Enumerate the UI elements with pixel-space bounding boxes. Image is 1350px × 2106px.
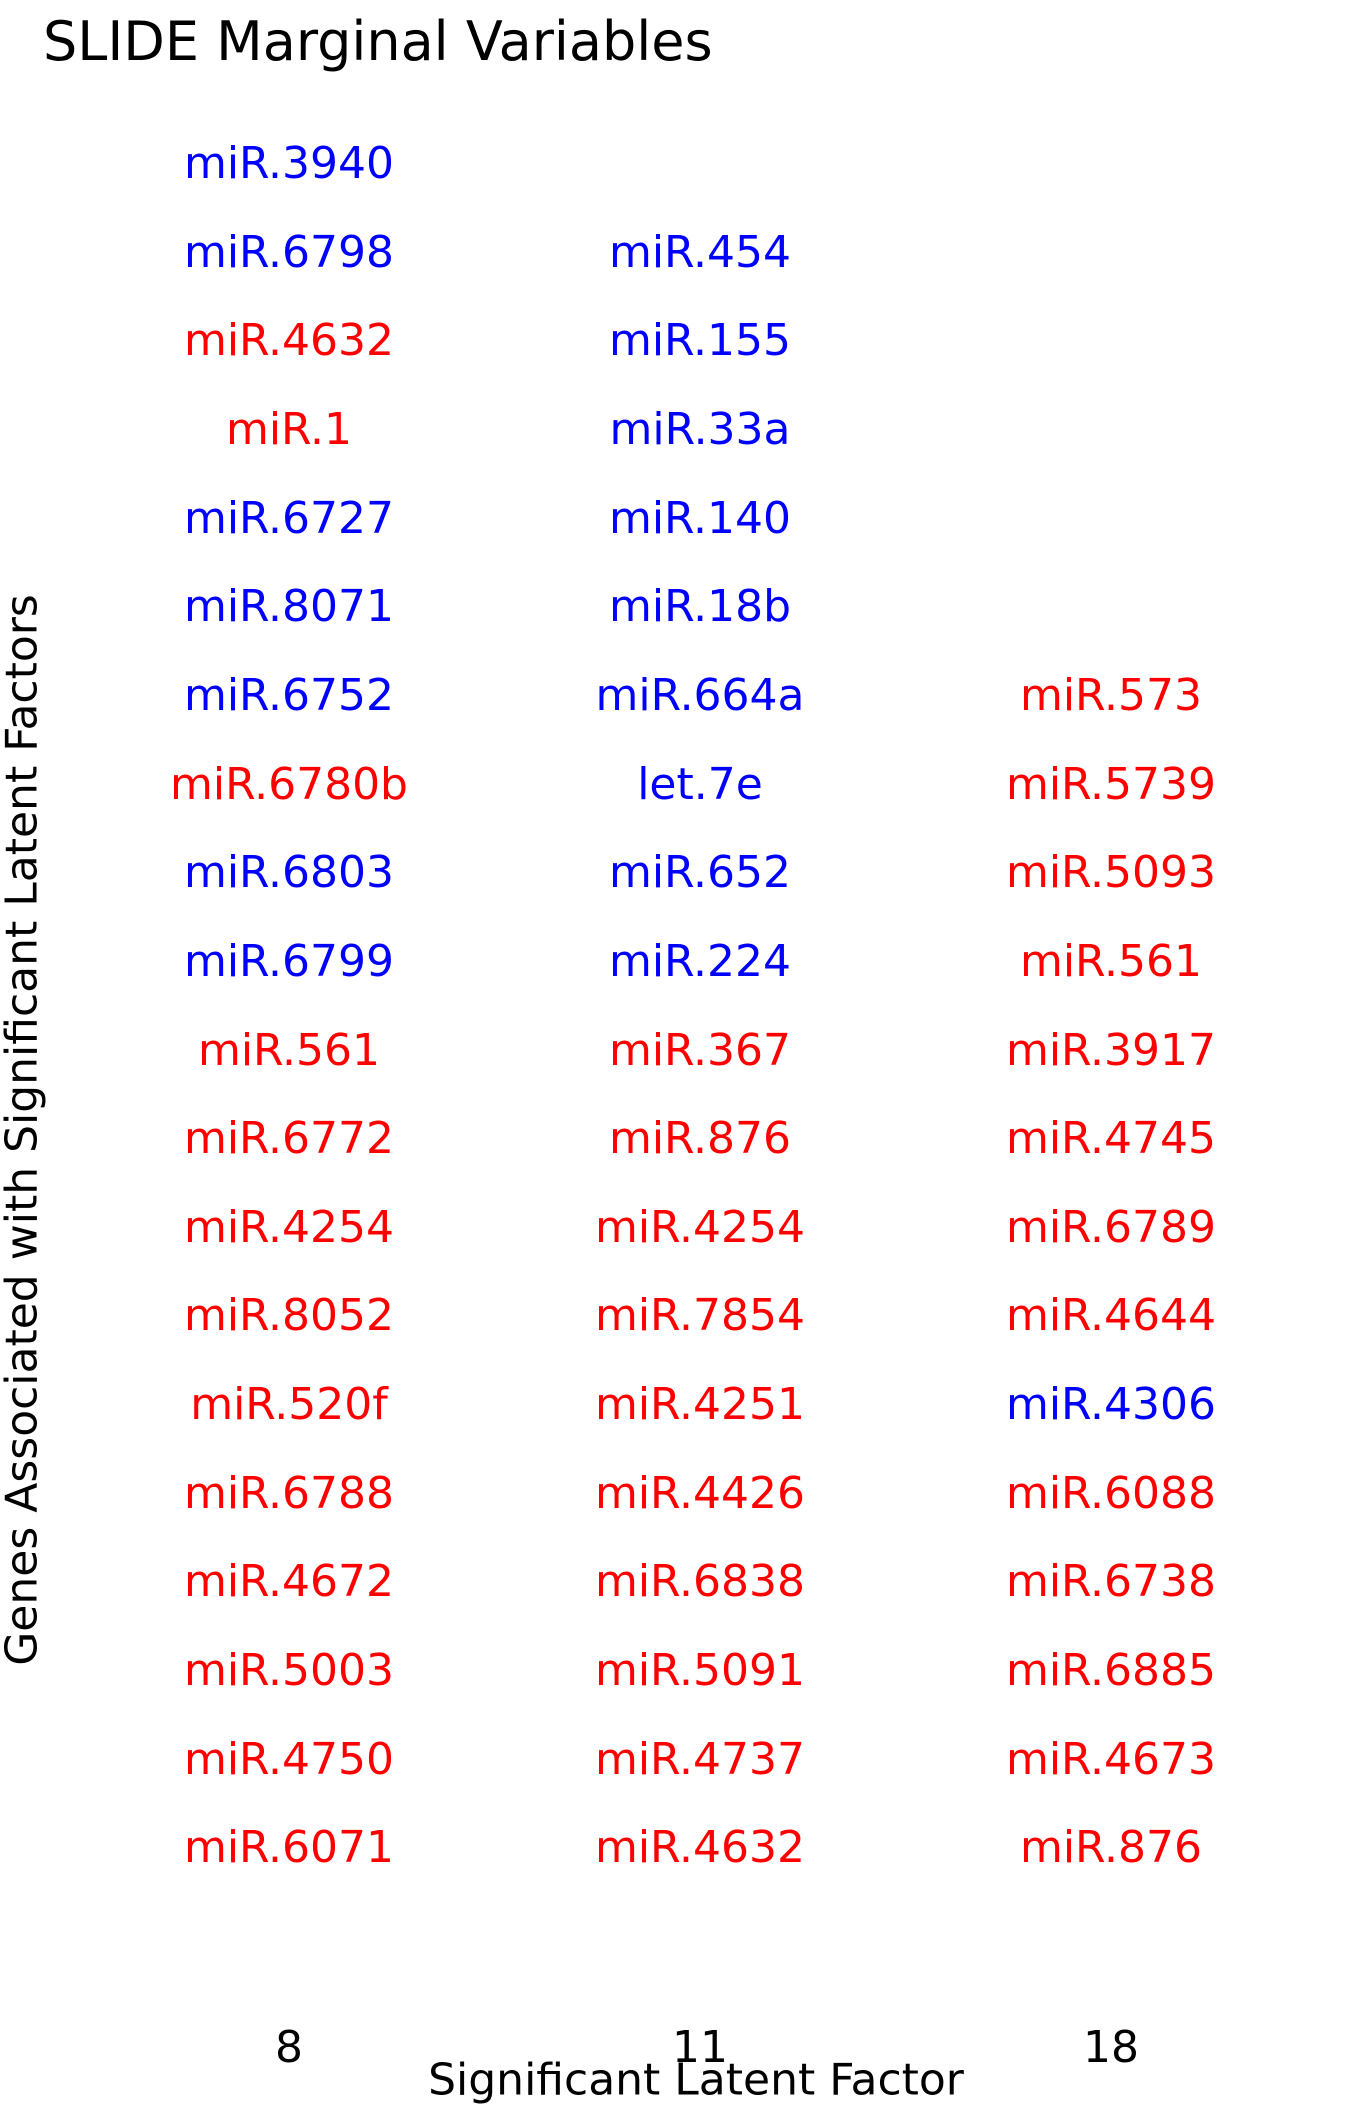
gene-label: miR.4750	[183, 1733, 395, 1785]
gene-label: miR.454	[608, 226, 792, 278]
gene-label: miR.6772	[183, 1113, 395, 1165]
gene-label: miR.4745	[1005, 1113, 1217, 1165]
gene-label: miR.155	[608, 315, 792, 367]
gene-label: miR.573	[1019, 669, 1203, 721]
gene-label: let.7e	[637, 758, 763, 810]
gene-label: miR.3917	[1005, 1024, 1217, 1076]
gene-label: miR.4306	[1005, 1379, 1217, 1431]
gene-label: miR.4254	[183, 1201, 395, 1253]
y-axis-label: Genes Associated with Significant Latent…	[0, 594, 48, 1666]
gene-label: miR.561	[1019, 935, 1203, 987]
gene-label: miR.4672	[183, 1556, 395, 1608]
x-tick-label: 11	[672, 2022, 728, 2073]
gene-label: miR.6798	[183, 226, 395, 278]
x-axis-label: Significant Latent Factor	[428, 2054, 964, 2106]
gene-label: miR.4632	[183, 315, 395, 367]
gene-label: miR.4632	[594, 1822, 806, 1874]
gene-label: miR.5739	[1005, 758, 1217, 810]
gene-label: miR.6838	[594, 1556, 806, 1608]
gene-label: miR.6088	[1005, 1467, 1217, 1519]
gene-label: miR.6752	[183, 669, 395, 721]
gene-label: miR.6738	[1005, 1556, 1217, 1608]
gene-label: miR.5091	[594, 1645, 806, 1697]
gene-label: miR.6780b	[170, 758, 408, 810]
gene-label: miR.6799	[183, 935, 395, 987]
x-tick-label: 18	[1083, 2022, 1139, 2073]
gene-label: miR.7854	[594, 1290, 806, 1342]
gene-label: miR.1	[225, 403, 353, 455]
x-tick-label: 8	[275, 2022, 303, 2073]
gene-label: miR.520f	[190, 1379, 388, 1431]
gene-label: miR.876	[608, 1113, 792, 1165]
gene-label: miR.33a	[609, 403, 791, 455]
gene-label: miR.8052	[183, 1290, 395, 1342]
gene-label: miR.664a	[595, 669, 805, 721]
gene-label: miR.18b	[609, 581, 791, 633]
gene-label: miR.4673	[1005, 1733, 1217, 1785]
gene-label: miR.6727	[183, 492, 395, 544]
gene-label: miR.4254	[594, 1201, 806, 1253]
gene-label: miR.6788	[183, 1467, 395, 1519]
chart-title: SLIDE Marginal Variables	[43, 10, 713, 73]
gene-label: miR.6071	[183, 1822, 395, 1874]
gene-label: miR.224	[608, 935, 792, 987]
gene-label: miR.561	[197, 1024, 381, 1076]
gene-label: miR.8071	[183, 581, 395, 633]
gene-label: miR.652	[608, 847, 792, 899]
gene-label: miR.4737	[594, 1733, 806, 1785]
gene-label: miR.6885	[1005, 1645, 1217, 1697]
gene-label: miR.5003	[183, 1645, 395, 1697]
gene-label: miR.4251	[594, 1379, 806, 1431]
gene-label: miR.4426	[594, 1467, 806, 1519]
gene-label: miR.876	[1019, 1822, 1203, 1874]
gene-label: miR.6803	[183, 847, 395, 899]
gene-label: miR.4644	[1005, 1290, 1217, 1342]
gene-label: miR.6789	[1005, 1201, 1217, 1253]
gene-label: miR.367	[608, 1024, 792, 1076]
gene-label: miR.140	[608, 492, 792, 544]
gene-label: miR.5093	[1005, 847, 1217, 899]
gene-label: miR.3940	[183, 138, 395, 189]
